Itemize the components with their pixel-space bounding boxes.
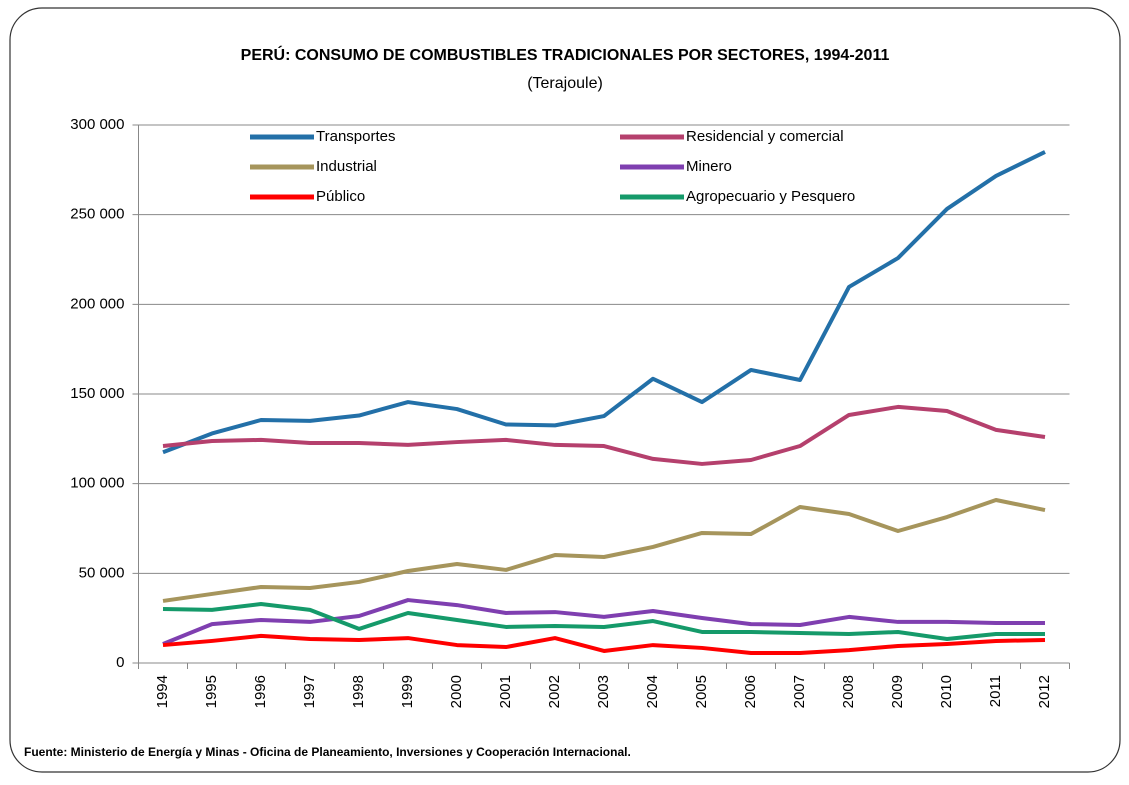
series-line	[162, 633, 1046, 655]
series-line	[162, 598, 1045, 646]
x-tick-label: 2002	[546, 675, 563, 708]
x-tick-label: 2007	[791, 675, 808, 708]
x-tick-label: 2009	[889, 675, 906, 708]
x-tick-label: 2006	[742, 675, 759, 708]
legend-label: Transportes	[316, 128, 395, 145]
x-tick-label: 1998	[350, 675, 367, 708]
chart-title: PERÚ: CONSUMO DE COMBUSTIBLES TRADICIONA…	[241, 45, 890, 64]
x-tick-label: 2000	[448, 675, 465, 708]
x-tick-label: 2005	[693, 675, 710, 708]
x-tick-label: 2001	[497, 675, 514, 708]
x-tick-label: 2004	[644, 675, 661, 708]
x-tick-label: 1997	[301, 675, 318, 708]
series-line	[162, 497, 1046, 603]
x-tick-label: 2010	[938, 675, 955, 708]
x-tick-label: 2012	[1036, 675, 1053, 708]
x-tick-label: 2008	[840, 675, 857, 708]
series-line	[162, 601, 1045, 641]
legend-label: Minero	[686, 158, 732, 175]
series-line	[162, 404, 1046, 466]
y-tick-label: 250 000	[70, 206, 124, 223]
x-tick-label: 1994	[154, 675, 171, 708]
chart-subtitle: (Terajoule)	[527, 75, 603, 92]
x-tick-label: 1999	[399, 675, 416, 708]
x-tick-label: 1995	[203, 675, 220, 708]
x-tick-label: 2003	[595, 675, 612, 708]
y-tick-label: 50 000	[79, 564, 125, 581]
y-tick-label: 0	[116, 654, 124, 671]
x-tick-label: 1996	[252, 675, 269, 708]
legend-label: Agropecuario y Pesquero	[686, 188, 855, 205]
y-tick-label: 150 000	[70, 385, 124, 402]
legend-label: Industrial	[316, 158, 377, 175]
y-tick-label: 300 000	[70, 116, 124, 133]
x-tick-label: 2011	[987, 675, 1004, 707]
legend-label: Residencial y comercial	[686, 128, 844, 145]
source-note: Fuente: Ministerio de Energía y Minas - …	[24, 745, 631, 759]
y-tick-label: 200 000	[70, 295, 124, 312]
legend-label: Público	[316, 188, 365, 205]
series-line	[162, 150, 1046, 455]
y-tick-label: 100 000	[70, 475, 124, 492]
frame	[9, 7, 1121, 773]
